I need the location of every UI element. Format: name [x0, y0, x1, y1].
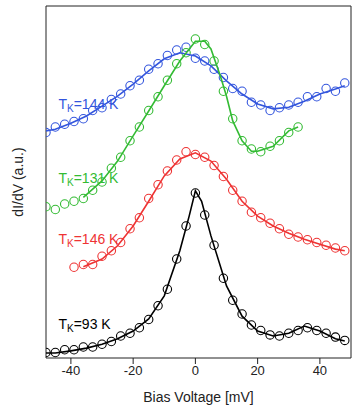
svg-text:Bias Voltage [mV]: Bias Voltage [mV]: [143, 389, 254, 405]
svg-text:TK=146 K: TK=146 K: [58, 230, 119, 248]
svg-text:-40: -40: [61, 363, 80, 378]
svg-text:-20: -20: [124, 363, 143, 378]
svg-text:dI/dV (a.u.): dI/dV (a.u.): [10, 147, 26, 216]
svg-text:40: 40: [313, 363, 327, 378]
svg-text:20: 20: [250, 363, 264, 378]
svg-text:TK=131 K: TK=131 K: [58, 170, 119, 188]
svg-text:0: 0: [192, 363, 199, 378]
svg-text:TK=93 K: TK=93 K: [58, 316, 111, 334]
svg-text:TK=144 K: TK=144 K: [58, 96, 119, 114]
